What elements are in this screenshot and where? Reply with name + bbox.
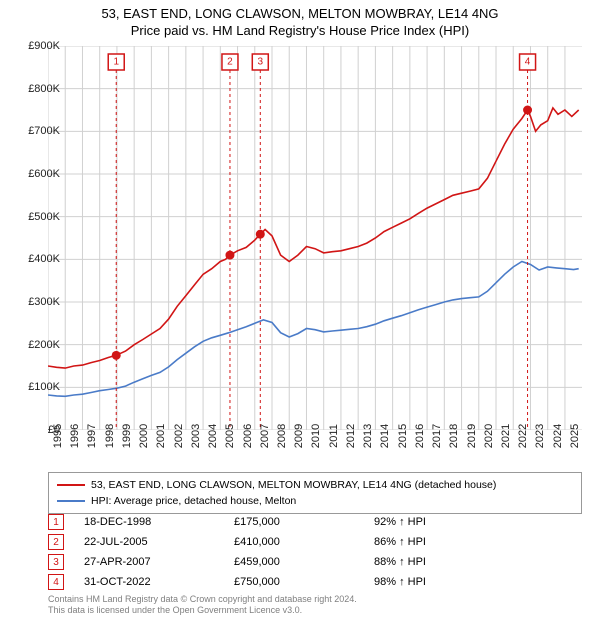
- event-price: £750,000: [234, 576, 374, 588]
- x-tick-label: 2015: [397, 424, 409, 448]
- x-tick-label: 2007: [259, 424, 271, 448]
- event-flag-4: 4: [520, 54, 536, 70]
- footer-line1: Contains HM Land Registry data © Crown c…: [48, 594, 357, 605]
- legend-item: 53, EAST END, LONG CLAWSON, MELTON MOWBR…: [57, 477, 573, 493]
- event-row: 4 31-OCT-2022£750,00098% ↑ HPI: [48, 572, 582, 592]
- x-tick-label: 1998: [104, 424, 116, 448]
- event-vs-hpi: 98% ↑ HPI: [374, 576, 494, 588]
- chart-area: 1 2 3 4: [48, 46, 582, 430]
- y-tick-label: £300K: [8, 296, 60, 308]
- event-price: £410,000: [234, 536, 374, 548]
- footer-attribution: Contains HM Land Registry data © Crown c…: [48, 594, 357, 617]
- y-tick-label: £400K: [8, 253, 60, 265]
- x-tick-label: 2000: [138, 424, 150, 448]
- x-tick-label: 2013: [362, 424, 374, 448]
- event-price: £459,000: [234, 556, 374, 568]
- x-tick-label: 2005: [224, 424, 236, 448]
- event-badge: 2: [48, 534, 64, 550]
- y-tick-label: £900K: [8, 40, 60, 52]
- x-tick-label: 2025: [569, 424, 581, 448]
- svg-text:2: 2: [227, 57, 233, 68]
- chart-svg: 1 2 3 4: [48, 46, 582, 430]
- x-tick-label: 2024: [552, 424, 564, 448]
- x-tick-label: 2019: [466, 424, 478, 448]
- event-price: £175,000: [234, 516, 374, 528]
- x-tick-label: 2003: [190, 424, 202, 448]
- event-marker-1: [112, 351, 121, 360]
- chart-title-line2: Price paid vs. HM Land Registry's House …: [0, 23, 600, 38]
- event-row: 1 18-DEC-1998£175,00092% ↑ HPI: [48, 512, 582, 532]
- x-tick-label: 2018: [448, 424, 460, 448]
- event-date: 31-OCT-2022: [84, 576, 234, 588]
- event-vs-hpi: 92% ↑ HPI: [374, 516, 494, 528]
- legend-item: HPI: Average price, detached house, Melt…: [57, 493, 573, 509]
- legend-swatch: [57, 500, 85, 502]
- legend-label: HPI: Average price, detached house, Melt…: [91, 495, 296, 507]
- svg-text:3: 3: [258, 57, 264, 68]
- svg-text:4: 4: [525, 57, 531, 68]
- event-flag-1: 1: [108, 54, 124, 70]
- y-tick-label: £800K: [8, 83, 60, 95]
- event-date: 27-APR-2007: [84, 556, 234, 568]
- x-tick-label: 1995: [52, 424, 64, 448]
- y-tick-label: £200K: [8, 339, 60, 351]
- event-flag-2: 2: [222, 54, 238, 70]
- event-marker-2: [225, 251, 234, 260]
- event-badge: 3: [48, 554, 64, 570]
- chart-title-line1: 53, EAST END, LONG CLAWSON, MELTON MOWBR…: [0, 6, 600, 21]
- y-tick-label: £500K: [8, 211, 60, 223]
- x-tick-label: 2002: [173, 424, 185, 448]
- x-tick-label: 2011: [328, 424, 340, 448]
- svg-text:1: 1: [113, 57, 119, 68]
- event-date: 18-DEC-1998: [84, 516, 234, 528]
- x-tick-label: 2006: [242, 424, 254, 448]
- x-tick-label: 2009: [293, 424, 305, 448]
- x-tick-label: 2004: [207, 424, 219, 448]
- y-tick-label: £700K: [8, 125, 60, 137]
- x-tick-label: 2023: [534, 424, 546, 448]
- events-table: 1 18-DEC-1998£175,00092% ↑ HPI 2 22-JUL-200…: [48, 512, 582, 592]
- x-tick-label: 2022: [517, 424, 529, 448]
- x-tick-label: 2008: [276, 424, 288, 448]
- x-tick-label: 1997: [86, 424, 98, 448]
- x-tick-label: 2020: [483, 424, 495, 448]
- event-badge: 1: [48, 514, 64, 530]
- x-tick-label: 2014: [379, 424, 391, 448]
- event-badge: 4: [48, 574, 64, 590]
- x-tick-label: 1996: [69, 424, 81, 448]
- x-tick-label: 2010: [310, 424, 322, 448]
- y-tick-label: £100K: [8, 381, 60, 393]
- legend-box: 53, EAST END, LONG CLAWSON, MELTON MOWBR…: [48, 472, 582, 514]
- event-vs-hpi: 88% ↑ HPI: [374, 556, 494, 568]
- legend-label: 53, EAST END, LONG CLAWSON, MELTON MOWBR…: [91, 479, 496, 491]
- event-flag-3: 3: [252, 54, 268, 70]
- legend-swatch: [57, 484, 85, 486]
- x-tick-label: 2017: [431, 424, 443, 448]
- event-date: 22-JUL-2005: [84, 536, 234, 548]
- x-tick-label: 2001: [155, 424, 167, 448]
- x-tick-label: 1999: [121, 424, 133, 448]
- y-tick-label: £600K: [8, 168, 60, 180]
- footer-line2: This data is licensed under the Open Gov…: [48, 605, 357, 616]
- x-tick-label: 2016: [414, 424, 426, 448]
- event-row: 3 27-APR-2007£459,00088% ↑ HPI: [48, 552, 582, 572]
- event-row: 2 22-JUL-2005£410,00086% ↑ HPI: [48, 532, 582, 552]
- x-tick-label: 2021: [500, 424, 512, 448]
- event-marker-3: [256, 230, 265, 239]
- event-marker-4: [523, 106, 532, 115]
- x-tick-label: 2012: [345, 424, 357, 448]
- event-vs-hpi: 86% ↑ HPI: [374, 536, 494, 548]
